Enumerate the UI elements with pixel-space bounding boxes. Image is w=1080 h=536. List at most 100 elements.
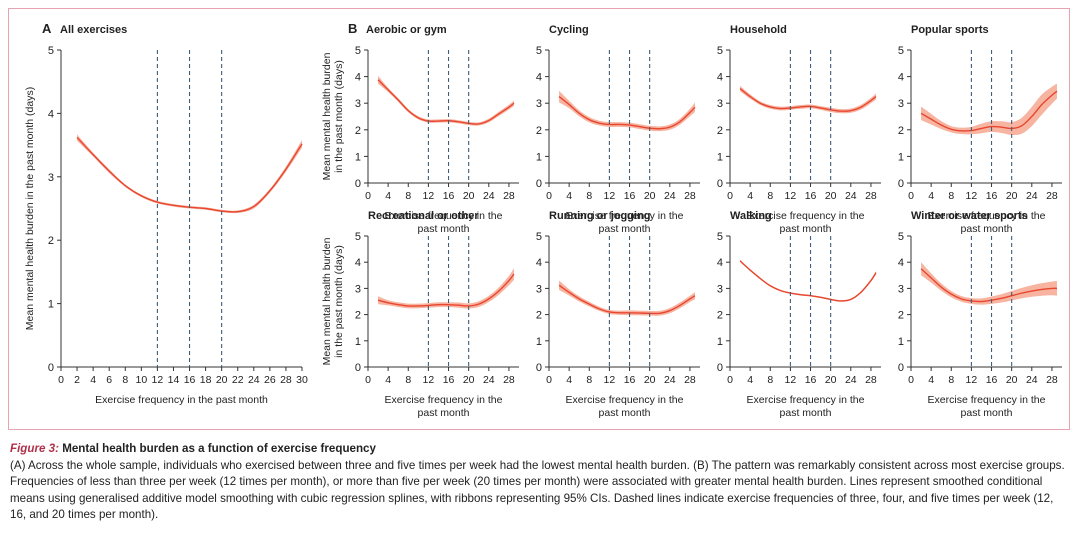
x-tick-label: 4 <box>385 374 391 386</box>
x-tick-label: 12 <box>423 374 435 386</box>
y-tick-label: 4 <box>898 257 904 269</box>
x-tick-label: 20 <box>216 374 228 386</box>
panel-title: Cycling <box>549 24 589 36</box>
y-tick-label: 4 <box>355 257 361 269</box>
x-tick-label: 4 <box>747 374 753 386</box>
x-tick-label: 28 <box>1046 374 1058 386</box>
x-tick-label: 16 <box>443 374 455 386</box>
y-tick-label: 1 <box>355 336 361 348</box>
y-tick-label: 0 <box>898 362 904 374</box>
series-line <box>377 273 515 307</box>
y-tick-label: 2 <box>536 310 542 322</box>
y-tick-label: 3 <box>898 98 904 110</box>
y-tick-label: 1 <box>717 151 723 163</box>
y-tick-label: 5 <box>355 231 361 243</box>
y-tick-label: 0 <box>355 178 361 190</box>
panel-letter: B <box>348 21 357 36</box>
y-tick-label: 1 <box>898 151 904 163</box>
x-tick-label: 6 <box>106 374 112 386</box>
panel-title: Household <box>730 24 787 36</box>
x-tick-label: 8 <box>586 374 592 386</box>
series-line <box>558 96 696 130</box>
panel-title: All exercises <box>60 24 127 36</box>
x-tick-label: 24 <box>248 374 260 386</box>
x-tick-label: 4 <box>385 190 391 202</box>
x-tick-label: 28 <box>865 374 877 386</box>
series-line <box>920 90 1058 132</box>
series-line <box>558 284 696 315</box>
x-tick-label: 16 <box>805 374 817 386</box>
y-tick-label: 3 <box>355 98 361 110</box>
y-tick-label: 0 <box>717 362 723 374</box>
panel-title: Winter or water sports <box>911 210 1028 222</box>
x-tick-label: 4 <box>566 374 572 386</box>
y-tick-label: 5 <box>898 45 904 57</box>
x-tick-label: 8 <box>948 190 954 202</box>
x-tick-label: 24 <box>664 190 676 202</box>
y-tick-label: 1 <box>536 151 542 163</box>
y-tick-label: 2 <box>355 125 361 137</box>
x-tick-label: 8 <box>767 190 773 202</box>
x-tick-label: 12 <box>785 190 797 202</box>
x-tick-label: 28 <box>684 374 696 386</box>
x-tick-label: 8 <box>405 190 411 202</box>
x-tick-label: 20 <box>1006 374 1018 386</box>
x-tick-label: 20 <box>644 374 656 386</box>
y-tick-label: 5 <box>536 45 542 57</box>
x-tick-label: 16 <box>805 190 817 202</box>
x-axis-label: Exercise frequency in the past month <box>928 394 1046 419</box>
x-tick-label: 10 <box>135 374 147 386</box>
y-tick-label: 5 <box>717 45 723 57</box>
x-tick-label: 0 <box>546 190 552 202</box>
x-tick-label: 28 <box>684 190 696 202</box>
y-tick-label: 4 <box>355 72 361 84</box>
x-tick-label: 24 <box>483 374 495 386</box>
y-tick-label: 1 <box>536 336 542 348</box>
y-tick-label: 2 <box>898 310 904 322</box>
x-tick-label: 20 <box>644 190 656 202</box>
ci-ribbon <box>378 268 514 309</box>
caption-body: (A) Across the whole sample, individuals… <box>10 458 1065 522</box>
figure-caption: Figure 3: Mental health burden as a func… <box>10 441 1070 524</box>
y-tick-label: 3 <box>48 172 54 184</box>
x-tick-label: 24 <box>664 374 676 386</box>
x-tick-label: 4 <box>90 374 96 386</box>
x-tick-label: 16 <box>986 374 998 386</box>
y-axis-label: Mean mental health burden in the past mo… <box>24 87 36 330</box>
y-tick-label: 4 <box>717 257 723 269</box>
y-tick-label: 5 <box>355 45 361 57</box>
ci-ribbon <box>559 280 695 316</box>
x-tick-label: 0 <box>546 374 552 386</box>
x-tick-label: 28 <box>1046 190 1058 202</box>
panel-title: Aerobic or gym <box>366 24 447 36</box>
x-tick-label: 26 <box>264 374 276 386</box>
y-tick-label: 3 <box>898 283 904 295</box>
x-tick-label: 8 <box>405 374 411 386</box>
panel-title: Popular sports <box>911 24 989 36</box>
x-axis-label: Exercise frequency in the past month <box>385 210 503 235</box>
x-tick-label: 0 <box>908 374 914 386</box>
y-tick-label: 3 <box>717 283 723 295</box>
x-tick-label: 14 <box>168 374 180 386</box>
x-tick-label: 12 <box>785 374 797 386</box>
x-tick-label: 16 <box>624 374 636 386</box>
series-line <box>739 260 877 302</box>
x-tick-label: 22 <box>232 374 244 386</box>
x-tick-label: 0 <box>908 190 914 202</box>
x-tick-label: 12 <box>966 374 978 386</box>
y-tick-label: 4 <box>898 72 904 84</box>
caption-title-line: Figure 3: Mental health burden as a func… <box>10 441 1070 458</box>
x-tick-label: 28 <box>280 374 292 386</box>
x-axis-label: Exercise frequency in the past month <box>566 210 684 235</box>
x-tick-label: 8 <box>586 190 592 202</box>
y-tick-label: 1 <box>355 151 361 163</box>
y-tick-label: 5 <box>898 231 904 243</box>
x-tick-label: 16 <box>986 190 998 202</box>
x-tick-label: 30 <box>296 374 308 386</box>
